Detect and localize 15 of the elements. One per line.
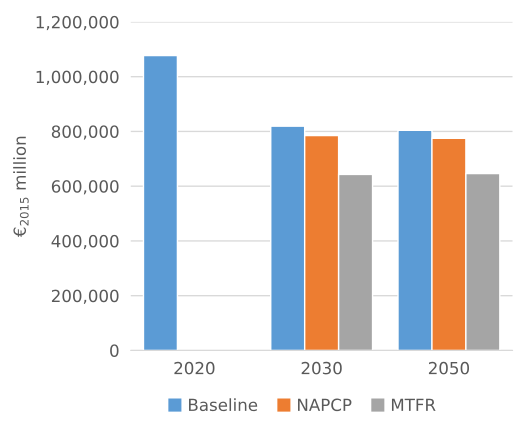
y-tick-label: 1,200,000 <box>36 16 119 30</box>
y-tick-label: 1,000,000 <box>36 70 119 85</box>
y-tick-label: 0 <box>110 344 119 357</box>
y-tick-label: 600,000 <box>52 180 119 194</box>
legend-label: NAPCP <box>298 398 352 412</box>
y-tick-label: 800,000 <box>52 125 119 140</box>
x-tick-label: 2030 <box>302 362 342 374</box>
x-tick-label: 2020 <box>174 362 214 374</box>
y-tick-label: 400,000 <box>52 234 119 250</box>
y-tick-label: 200,000 <box>52 290 119 304</box>
bar <box>142 54 178 350</box>
legend-label: Baseline <box>189 398 258 412</box>
x-tick-label: 2050 <box>428 362 470 374</box>
legend-label: MTFR <box>392 398 436 411</box>
y-axis-title: €$_{2015}$ million <box>13 136 29 238</box>
